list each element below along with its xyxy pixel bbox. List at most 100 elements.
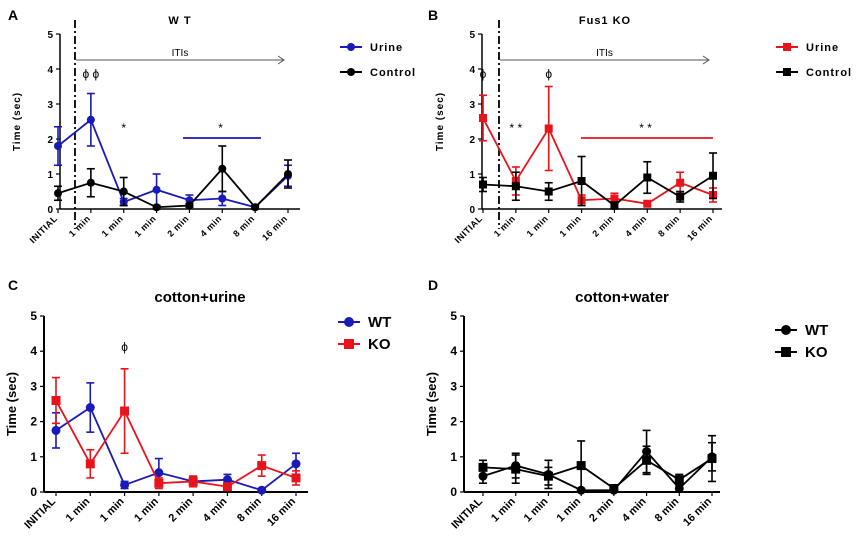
legend-marker bbox=[781, 347, 791, 357]
y-axis-label: Time (sec) bbox=[4, 372, 19, 436]
x-tick-label: 8 min bbox=[235, 495, 264, 524]
y-tick-label: 3 bbox=[469, 100, 475, 111]
data-point bbox=[51, 395, 61, 405]
legend-label: WT bbox=[368, 314, 391, 331]
legend-label: Control bbox=[806, 67, 852, 79]
data-point bbox=[544, 187, 553, 196]
legend-label: KO bbox=[368, 336, 391, 353]
x-tick-label: 2 min bbox=[165, 213, 190, 238]
x-tick-label: 16 min bbox=[681, 495, 714, 528]
y-tick-label: 1 bbox=[47, 170, 53, 181]
data-point bbox=[291, 459, 301, 469]
legend-label: Urine bbox=[370, 42, 403, 54]
data-point bbox=[154, 478, 164, 488]
y-tick-label: 1 bbox=[469, 170, 475, 181]
data-point bbox=[152, 185, 161, 194]
data-point bbox=[218, 164, 227, 173]
series-control bbox=[479, 152, 717, 210]
chart-title: cotton+urine bbox=[154, 289, 245, 306]
x-tick-label: 1 min bbox=[98, 495, 127, 524]
x-tick-label: 1 min bbox=[100, 213, 125, 238]
data-point bbox=[251, 203, 260, 212]
data-point bbox=[643, 173, 652, 182]
x-tick-label: 8 min bbox=[653, 495, 682, 524]
series-line bbox=[57, 167, 289, 209]
data-point bbox=[479, 180, 487, 189]
x-tick-label: 1 min bbox=[558, 213, 583, 238]
y-tick-label: 4 bbox=[30, 344, 37, 358]
y-tick-label: 2 bbox=[469, 135, 475, 146]
data-point bbox=[479, 114, 487, 122]
x-tick-label: 16 min bbox=[685, 213, 714, 242]
x-tick-label: 2 min bbox=[166, 495, 195, 524]
x-tick-label: 4 min bbox=[198, 213, 223, 238]
chart-title: cotton+water bbox=[575, 289, 669, 306]
data-point bbox=[51, 425, 61, 435]
x-tick-label: 1 min bbox=[67, 213, 92, 238]
y-tick-label: 4 bbox=[47, 65, 53, 76]
data-point bbox=[154, 468, 164, 478]
data-point bbox=[54, 189, 62, 198]
y-tick-label: 3 bbox=[450, 379, 457, 393]
x-tick-label: 1 min bbox=[489, 495, 518, 524]
phi-marker: ϕ ϕ bbox=[82, 67, 99, 81]
significance-star: * bbox=[121, 121, 126, 135]
iti-label: ITIs bbox=[172, 48, 189, 59]
series-line bbox=[482, 174, 714, 207]
data-point bbox=[85, 459, 95, 469]
x-tick-label: 4 min bbox=[201, 495, 230, 524]
legend-marker bbox=[347, 43, 355, 51]
data-point bbox=[120, 406, 130, 416]
data-point bbox=[577, 177, 586, 185]
series-urine bbox=[54, 92, 292, 212]
legend-marker bbox=[783, 43, 791, 51]
significance-star: * * bbox=[639, 121, 652, 135]
data-point bbox=[609, 483, 619, 493]
data-point bbox=[676, 192, 685, 201]
x-tick-label: INITIAL bbox=[28, 213, 60, 245]
legend-marker bbox=[344, 339, 354, 349]
data-point bbox=[291, 473, 301, 483]
data-point bbox=[642, 455, 652, 465]
legend-marker bbox=[344, 317, 354, 327]
data-point bbox=[284, 170, 292, 178]
data-point bbox=[86, 115, 95, 124]
significance-star: * bbox=[218, 121, 223, 135]
data-point bbox=[218, 194, 227, 203]
iti-label: ITIs bbox=[596, 48, 613, 59]
data-point bbox=[544, 124, 553, 133]
data-point bbox=[85, 403, 95, 413]
series-line bbox=[57, 118, 289, 209]
y-tick-label: 4 bbox=[450, 344, 457, 358]
data-point bbox=[222, 482, 232, 492]
series-line bbox=[482, 450, 713, 492]
data-point bbox=[257, 461, 267, 471]
panel-letter: D bbox=[428, 277, 438, 293]
data-point bbox=[709, 171, 717, 180]
data-point bbox=[511, 464, 521, 474]
chart-b: B Fus1 KO 0 1 2 3 4 5 Time (sec) INITIAL 1 min 1 mi… bbox=[428, 7, 852, 245]
data-point bbox=[222, 475, 232, 485]
x-tick-label: INITIAL bbox=[449, 495, 485, 531]
data-point bbox=[576, 461, 586, 471]
phi-marker: ϕ bbox=[121, 340, 128, 354]
series-urine bbox=[479, 85, 717, 208]
y-tick-label: 4 bbox=[469, 65, 475, 76]
data-point bbox=[185, 201, 194, 210]
y-tick-label: 5 bbox=[450, 309, 457, 323]
data-point bbox=[674, 475, 684, 485]
y-tick-label: 2 bbox=[47, 135, 53, 146]
series-line bbox=[482, 117, 714, 205]
x-tick-label: 1 min bbox=[522, 495, 551, 524]
x-tick-label: 16 min bbox=[260, 213, 289, 242]
series-line bbox=[55, 406, 297, 492]
data-point bbox=[257, 485, 267, 495]
iti-arrow-head bbox=[277, 55, 285, 65]
y-tick-label: 0 bbox=[30, 485, 37, 499]
legend-label: KO bbox=[805, 344, 828, 361]
chart-title: W T bbox=[168, 15, 191, 27]
y-tick-label: 1 bbox=[450, 450, 457, 464]
y-tick-label: 5 bbox=[469, 30, 475, 41]
data-point bbox=[543, 471, 553, 481]
